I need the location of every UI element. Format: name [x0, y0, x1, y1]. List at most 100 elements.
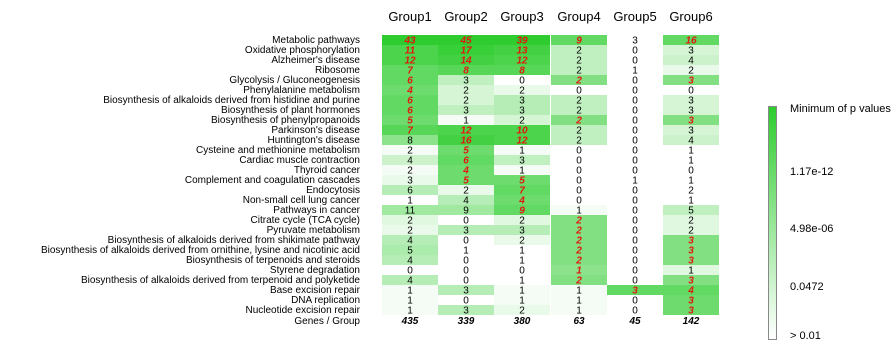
heatmap-cell [663, 295, 719, 305]
heatmap-cell [551, 255, 607, 265]
cell-value: 0 [463, 256, 469, 267]
heatmap-cell [663, 155, 719, 165]
cell-value: 3 [688, 96, 694, 107]
heatmap-cell [663, 275, 719, 285]
cell-value: 5 [463, 176, 469, 187]
cell-value: 0 [632, 296, 638, 307]
heatmap-cell [438, 265, 494, 275]
cell-value: 2 [576, 126, 582, 137]
row-label: Alzheimer's disease [271, 55, 360, 66]
column-header: Group6 [669, 9, 712, 24]
cell-value: 0 [632, 196, 638, 207]
cell-value: 1 [688, 156, 694, 167]
heatmap-cell [494, 115, 550, 125]
heatmap-cell [382, 55, 438, 65]
cell-value: 2 [519, 216, 525, 227]
heatmap-cell [494, 215, 550, 225]
cell-value: 4 [687, 286, 694, 297]
heatmap-cell [663, 145, 719, 155]
heatmap-cell [494, 35, 550, 45]
heatmap-cell [607, 165, 663, 175]
heatmap-cell [607, 145, 663, 155]
cell-value: 2 [575, 116, 582, 127]
cell-value: 3 [463, 106, 469, 117]
cell-value: 2 [575, 216, 582, 227]
cell-value: 1 [407, 306, 413, 317]
cell-value: 0 [576, 156, 582, 167]
column-header: Group1 [388, 9, 431, 24]
heatmap-cell [551, 185, 607, 195]
cell-value: 4 [688, 56, 694, 67]
cell-value: 3 [688, 276, 694, 287]
cell-value: 3 [463, 76, 469, 87]
heatmap-cell [551, 235, 607, 245]
heatmap-cell [663, 195, 719, 205]
cell-value: 45 [459, 36, 472, 47]
cell-value: 3 [463, 306, 469, 317]
heatmap-cell [663, 45, 719, 55]
heatmap-cell [382, 35, 438, 45]
cell-value: 0 [632, 246, 638, 257]
cell-value: 0 [463, 266, 469, 277]
cell-value: 3 [688, 126, 694, 137]
cell-value: 7 [519, 186, 525, 197]
heatmap-cell [438, 65, 494, 75]
heatmap-cell [607, 35, 663, 45]
heatmap-cell [551, 105, 607, 115]
heatmap-cell [382, 145, 438, 155]
cell-value: 1 [576, 286, 582, 297]
heatmap-cell [663, 95, 719, 105]
cell-value: 16 [685, 36, 697, 47]
heatmap-cell [663, 185, 719, 195]
total-value: 339 [458, 316, 475, 327]
cell-value: 2 [519, 86, 525, 97]
cell-value: 0 [576, 86, 582, 97]
heatmap-cell [551, 125, 607, 135]
cell-value: 4 [463, 196, 469, 207]
heatmap-cell [663, 255, 719, 265]
heatmap-cell [551, 85, 607, 95]
heatmap-cell [494, 275, 550, 285]
cell-value: 3 [463, 286, 469, 297]
heatmap-cell [663, 245, 719, 255]
heatmap-cell [607, 215, 663, 225]
heatmap-cell [382, 235, 438, 245]
heatmap-cell [663, 225, 719, 235]
heatmap-cell [607, 185, 663, 195]
heatmap-cell [494, 185, 550, 195]
heatmap-cell [607, 125, 663, 135]
cell-value: 17 [460, 46, 472, 57]
cell-value: 0 [632, 206, 638, 217]
heatmap-cell [551, 265, 607, 275]
heatmap-cell [438, 255, 494, 265]
cell-value: 11 [405, 206, 416, 217]
cell-value: 1 [519, 256, 525, 267]
cell-value: 3 [688, 296, 694, 307]
heatmap-cell [494, 95, 550, 105]
cell-value: 0 [576, 146, 582, 157]
heatmap-cell [607, 65, 663, 75]
heatmap-cell [438, 185, 494, 195]
heatmap-cell [607, 265, 663, 275]
cell-value: 0 [688, 166, 694, 177]
heatmap-cell [607, 235, 663, 245]
cell-value: 2 [576, 96, 582, 107]
heatmap-cell [663, 175, 719, 185]
cell-value: 1 [519, 286, 525, 297]
cell-value: 1 [407, 286, 413, 297]
row-label: Nucleotide excision repair [245, 305, 360, 316]
total-value: 435 [401, 316, 419, 327]
cell-value: 4 [406, 86, 413, 97]
row-label: Metabolic pathways [272, 35, 360, 46]
row-label: Parkinson's disease [271, 125, 360, 136]
row-label: Biosynthesis of alkaloids derived from s… [108, 235, 360, 246]
cell-value: 13 [516, 46, 528, 57]
heatmap-cell [494, 75, 550, 85]
heatmap-cell [663, 285, 719, 295]
heatmap-cell [607, 285, 663, 295]
cell-value: 7 [407, 66, 413, 77]
heatmap-cell [494, 45, 550, 55]
cell-value: 0 [688, 86, 694, 97]
cell-value: 5 [463, 146, 469, 157]
cell-value: 3 [688, 256, 694, 267]
